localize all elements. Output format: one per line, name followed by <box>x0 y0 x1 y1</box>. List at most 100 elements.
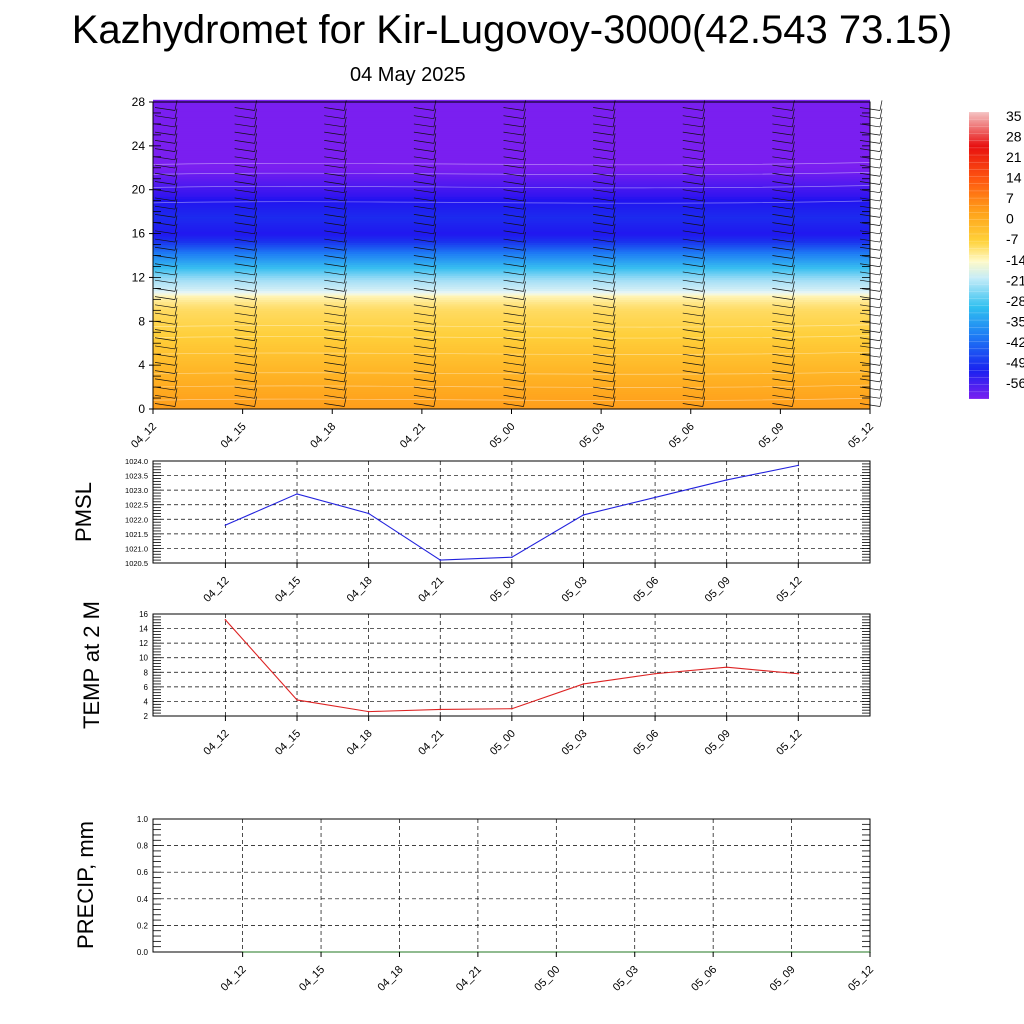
wind-barb-flag <box>174 116 178 127</box>
wind-barb <box>234 403 255 407</box>
wind-barb <box>154 378 176 383</box>
wind-barb-flag <box>612 199 616 210</box>
wind-barb <box>324 263 345 268</box>
wind-barb-flag <box>433 371 437 382</box>
wind-barb <box>772 238 793 243</box>
y-tick-label: 0.2 <box>137 921 149 930</box>
wind-barb-flag <box>343 273 347 284</box>
wind-barb-flag <box>523 190 526 202</box>
wind-barb-flag <box>433 207 437 218</box>
wind-barb <box>593 255 614 259</box>
wind-barb-flag <box>612 314 616 325</box>
wind-barb <box>234 320 255 325</box>
wind-barb-flag <box>433 248 437 259</box>
wind-barb-flag <box>612 388 616 399</box>
wind-barb <box>413 181 434 185</box>
wind-barb-flag <box>702 166 706 177</box>
wind-barb-flag <box>702 289 706 300</box>
wind-barb-flag <box>523 347 526 358</box>
wind-barb <box>593 279 614 284</box>
wind-barb-flag <box>254 281 257 292</box>
wind-barb <box>772 296 793 300</box>
wind-barb <box>593 107 614 111</box>
heatmap-band <box>153 154 870 158</box>
heatmap-band <box>153 373 870 377</box>
wind-barb <box>234 230 255 235</box>
wind-barb <box>234 386 255 391</box>
heatmap-band <box>153 233 870 237</box>
data-point <box>582 683 585 685</box>
wind-barb-flag <box>433 223 437 234</box>
wind-barb-flag <box>174 330 178 341</box>
contour-line <box>152 397 871 401</box>
wind-barb-flag <box>174 166 178 177</box>
x-tick-label: 04_18 <box>375 964 405 994</box>
wind-barb <box>234 370 255 374</box>
wind-barb-flag <box>343 199 347 210</box>
heatmap-band <box>153 196 870 200</box>
wind-barb <box>413 230 434 235</box>
heatmap-band <box>153 404 870 408</box>
wind-barb-flag <box>612 116 616 127</box>
colorbar-label: 14 <box>1006 170 1022 186</box>
wind-barb-flag <box>343 215 347 226</box>
heatmap-band <box>153 207 870 211</box>
wind-barb-flag <box>433 355 437 366</box>
wind-barb <box>682 362 703 366</box>
wind-barb <box>324 345 345 350</box>
wind-barb <box>503 205 524 210</box>
wind-barb <box>503 197 524 202</box>
heatmap-band <box>153 323 870 327</box>
x-tick-label: 04_12 <box>201 575 231 605</box>
wind-barb <box>234 205 255 210</box>
wind-barb-flag <box>879 240 883 251</box>
wind-barb <box>413 214 434 218</box>
y-tick-label: 16 <box>139 610 148 619</box>
wind-barb-flag <box>702 380 706 391</box>
wind-barb-flag <box>433 297 437 308</box>
x-tick-label: 04_21 <box>416 575 446 605</box>
wind-barb <box>593 271 614 276</box>
wind-barb-flag <box>433 157 437 169</box>
heatmap-band <box>153 128 870 132</box>
wind-barb <box>413 172 434 177</box>
heatmap-band <box>153 286 870 289</box>
wind-barb <box>234 140 255 144</box>
wind-barb-flag <box>612 305 616 317</box>
wind-barb-flag <box>174 133 178 144</box>
wind-barb-flag <box>792 166 795 177</box>
wind-barb-flag <box>523 223 526 234</box>
data-point <box>725 479 728 481</box>
wind-barb-flag <box>792 182 795 193</box>
heatmap-band <box>153 349 870 353</box>
wind-barb-flag <box>612 273 616 284</box>
heatmap-band <box>153 310 870 314</box>
wind-barb <box>503 271 524 276</box>
wind-barb <box>682 123 703 128</box>
y-tick-label: 8 <box>144 668 149 677</box>
wind-barb <box>593 148 614 152</box>
wind-barb-flag <box>792 223 795 234</box>
wind-barb <box>154 197 176 202</box>
wind-barb <box>503 131 524 136</box>
wind-barb-flag <box>879 149 883 160</box>
wind-barb <box>772 304 793 309</box>
heatmap-band <box>153 159 870 162</box>
wind-barb <box>772 156 793 161</box>
wind-barb <box>593 246 614 251</box>
heatmap-band <box>153 251 870 254</box>
wind-barb-flag <box>433 199 437 210</box>
heatmap-band <box>153 336 870 340</box>
wind-barb-flag <box>879 273 883 284</box>
wind-barb-flag <box>792 264 795 276</box>
contour-line <box>152 335 871 339</box>
heatmap-band <box>153 259 870 263</box>
wind-barb-flag <box>343 182 347 193</box>
x-tick-label: 04_15 <box>297 964 327 994</box>
heatmap-band <box>153 183 870 186</box>
wind-barb-flag <box>879 108 883 119</box>
x-tick-label: 04_12 <box>201 728 231 758</box>
wind-barb <box>413 205 434 210</box>
wind-barb <box>413 403 434 407</box>
